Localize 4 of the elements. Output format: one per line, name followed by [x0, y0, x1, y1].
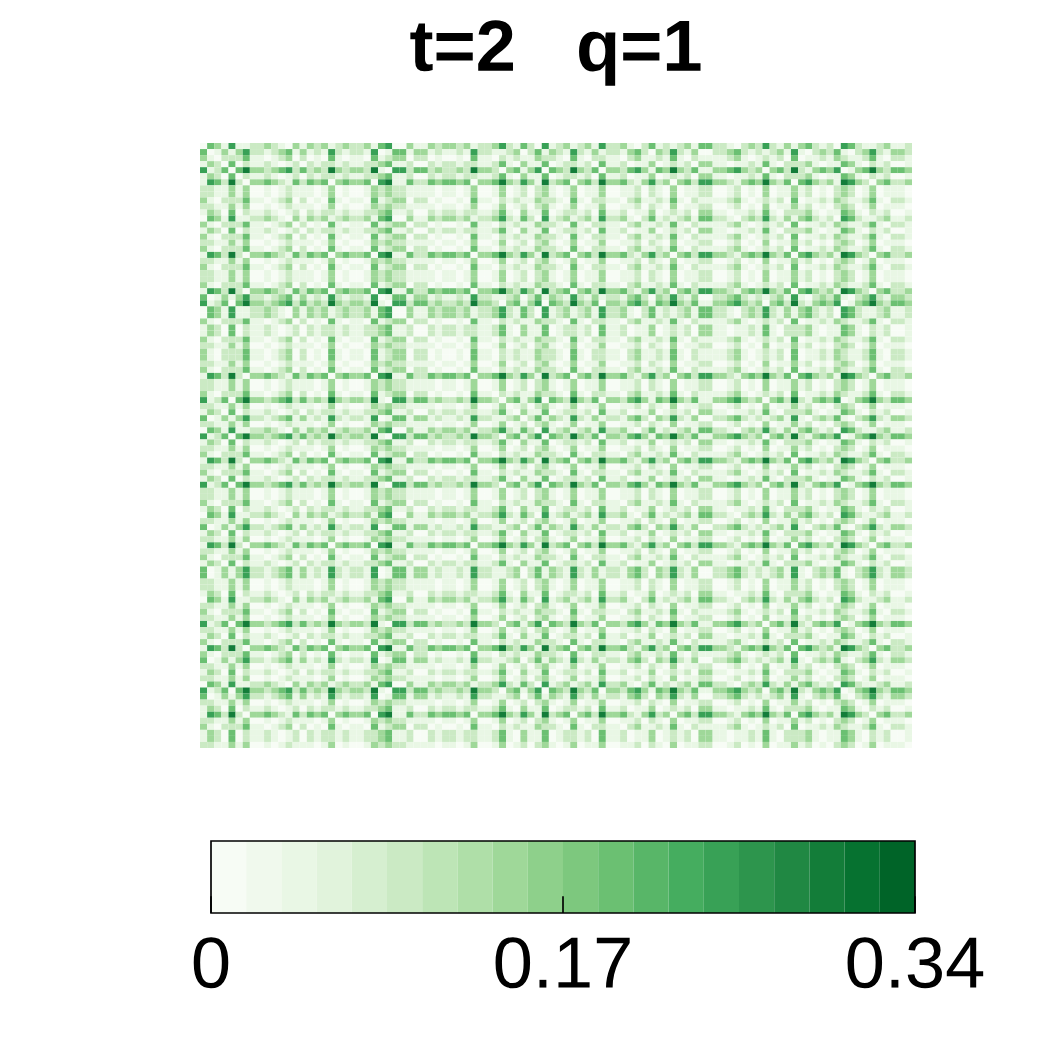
color-bar-label: 0.34 — [847, 937, 984, 989]
color-bar-label: 0 — [193, 937, 229, 989]
chart-title: t=2 q=1 — [410, 20, 701, 86]
color-bar-label: 0.17 — [495, 937, 630, 989]
